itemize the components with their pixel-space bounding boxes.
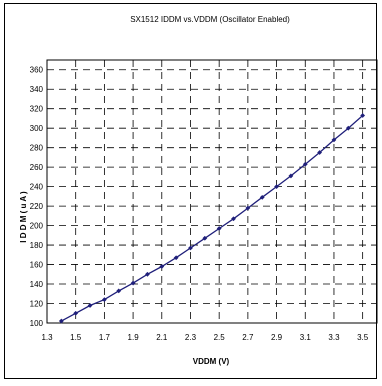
data-point xyxy=(130,280,136,286)
y-tick-label: 320 xyxy=(30,105,44,114)
y-tick-label: 180 xyxy=(30,241,44,250)
data-point xyxy=(360,113,366,118)
grid-lines xyxy=(47,60,377,323)
data-point xyxy=(216,226,222,231)
data-point xyxy=(317,150,323,155)
data-point xyxy=(302,161,308,167)
x-axis: 1.3 1.5 1.7 1.9 2.1 2.3 2.5 2.7 2.9 3.1 3.3 3.5 xyxy=(41,333,368,342)
y-tick-label: 360 xyxy=(30,66,44,75)
y-tick-label: 340 xyxy=(30,85,44,94)
data-point xyxy=(116,288,122,294)
x-tick-label: 1.5 xyxy=(70,333,82,342)
y-tick-label: 260 xyxy=(30,163,44,172)
data-points xyxy=(58,113,366,324)
x-tick-label: 3.5 xyxy=(357,333,369,342)
chart-title: SX1512 IDDM vs.VDDM (Oscillator Enabled) xyxy=(130,15,290,24)
x-tick-label: 2.7 xyxy=(242,333,254,342)
x-axis-title: VDDM (V) xyxy=(193,357,230,366)
x-tick-label: 2.1 xyxy=(156,333,168,342)
y-tick-label: 160 xyxy=(30,261,44,270)
y-tick-label: 280 xyxy=(30,144,44,153)
data-point xyxy=(259,194,265,200)
y-tick-label: 120 xyxy=(30,300,44,309)
x-tick-label: 3.3 xyxy=(328,333,340,342)
data-point xyxy=(101,297,107,303)
x-tick-label: 2.9 xyxy=(271,333,283,342)
x-tick-label: 2.5 xyxy=(214,333,226,342)
data-point xyxy=(231,216,236,222)
x-tick-label: 2.3 xyxy=(185,333,197,342)
data-point xyxy=(288,173,294,179)
y-tick-label: 300 xyxy=(30,124,44,133)
y-tick-label: 140 xyxy=(30,280,44,289)
series-line xyxy=(60,115,364,322)
data-point xyxy=(331,137,337,143)
data-point xyxy=(173,255,179,261)
x-tick-label: 1.3 xyxy=(41,333,53,342)
y-axis: 100 120 140 160 180 200 220 240 260 280 300 320 340 3… xyxy=(30,66,44,328)
data-point xyxy=(73,310,79,316)
y-axis-title: I D D M ( u A ) xyxy=(19,191,28,243)
plot-area xyxy=(46,59,378,324)
data-point xyxy=(145,271,150,277)
x-tick-label: 1.9 xyxy=(128,333,140,342)
data-point xyxy=(345,125,351,131)
y-tick-label: 200 xyxy=(30,222,44,231)
data-point xyxy=(159,264,165,269)
data-point xyxy=(58,318,64,324)
data-point xyxy=(202,235,208,241)
data-point xyxy=(188,245,193,251)
x-tick-label: 1.7 xyxy=(99,333,111,342)
x-tick-label: 3.1 xyxy=(300,333,312,342)
y-tick-label: 100 xyxy=(30,319,44,328)
data-point xyxy=(274,184,279,190)
data-point xyxy=(245,205,251,211)
y-tick-label: 220 xyxy=(30,202,44,211)
data-point xyxy=(87,303,93,308)
y-tick-label: 240 xyxy=(30,183,44,192)
